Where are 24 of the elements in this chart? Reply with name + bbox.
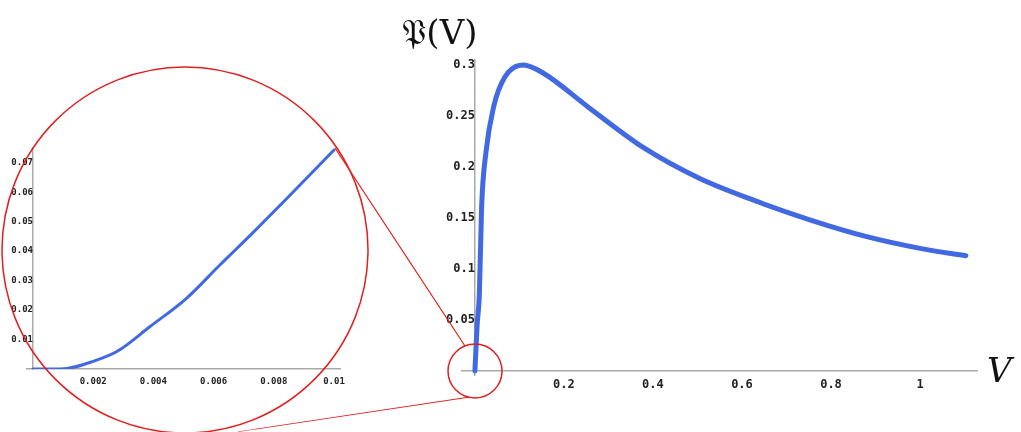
x-tick-label: 0.2 — [553, 377, 575, 392]
y-tick-label: 0.05 — [446, 312, 475, 327]
x-tick-label: 0.006 — [200, 375, 228, 386]
y-tick-label: 0.03 — [11, 274, 34, 285]
line-series — [31, 148, 336, 369]
x-tick-label: 0.01 — [323, 375, 345, 386]
x-tick-label: 1 — [916, 377, 924, 392]
x-tick-label: 0.4 — [642, 377, 664, 392]
x-tick-label: 0.008 — [260, 375, 288, 386]
y-tick-label: 0.02 — [11, 304, 34, 315]
y-tick-label: 0.3 — [453, 57, 475, 72]
y-tick-label: 0.1 — [453, 261, 475, 276]
x-tick-label: 0.6 — [731, 377, 753, 392]
y-tick-label: 0.15 — [446, 210, 475, 225]
x-tick-label: 0.002 — [79, 375, 107, 386]
x-tick-label: 0.004 — [139, 375, 168, 386]
y-axis-title: 𝔓(V) — [402, 11, 478, 52]
y-tick-label: 0.05 — [11, 216, 34, 227]
x-tick-label: 0.8 — [820, 377, 842, 392]
y-tick-label: 0.25 — [446, 108, 475, 123]
y-tick-label: 0.2 — [453, 159, 475, 174]
y-tick-label: 0.06 — [11, 186, 34, 197]
y-tick-label: 0.04 — [11, 245, 34, 256]
x-axis-title: V — [987, 349, 1015, 390]
